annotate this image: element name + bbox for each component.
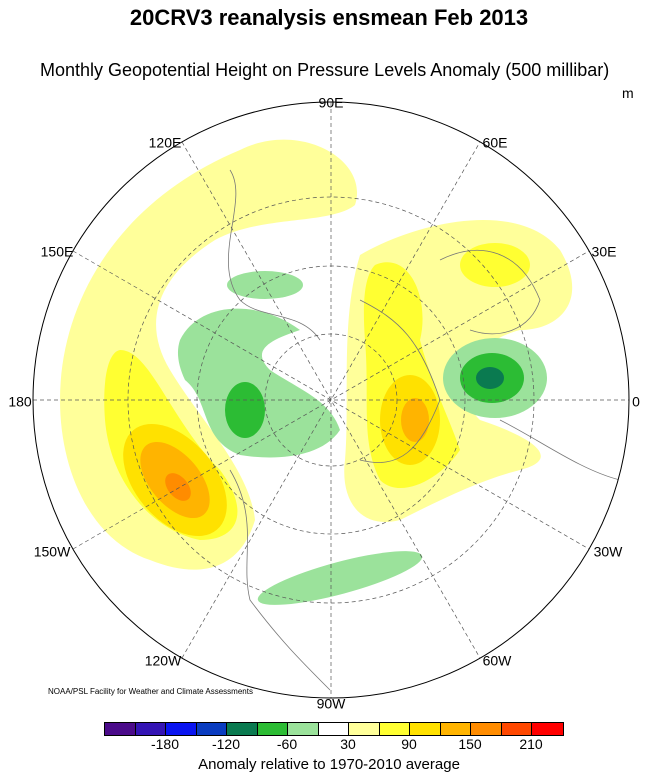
anomaly-europe-90 xyxy=(460,243,530,287)
lon-label-150w: 150W xyxy=(33,543,71,560)
anomaly-scandinavia-120 xyxy=(476,367,504,389)
colorbar-box xyxy=(257,723,288,735)
colorbar-box xyxy=(288,723,319,735)
units-label: m xyxy=(622,85,634,101)
colorbar-box xyxy=(318,723,349,735)
colorbar-tick-label: 90 xyxy=(401,736,417,752)
colorbar-box xyxy=(379,723,410,735)
anomaly-greenland-150 xyxy=(401,398,429,442)
negative-anomaly-us xyxy=(257,551,423,605)
lon-label-60e: 60E xyxy=(482,134,508,151)
lon-label-90w: 90W xyxy=(316,695,346,712)
colorbar-tick-label: 150 xyxy=(458,736,482,752)
figure-subtitle: Monthly Geopotential Height on Pressure … xyxy=(40,60,610,80)
lon-label-120e: 120E xyxy=(148,134,182,151)
negative-anomaly-canada xyxy=(177,308,340,458)
colorbar-box xyxy=(166,723,197,735)
colorbar-box xyxy=(105,723,136,735)
colorbar-tick-label: -180 xyxy=(150,736,180,752)
colorbar-tick-label: 210 xyxy=(519,736,543,752)
colorbar-box xyxy=(471,723,502,735)
lon-label-60w: 60W xyxy=(482,652,512,669)
colorbar-title: Anomaly relative to 1970-2010 average xyxy=(198,756,460,773)
lon-label-30e: 30E xyxy=(591,243,617,260)
map-border xyxy=(32,101,630,699)
lon-label-150e: 150E xyxy=(40,243,74,260)
colorbar xyxy=(104,722,564,736)
colorbar-box xyxy=(227,723,258,735)
lon-label-120w: 120W xyxy=(144,652,182,669)
colorbar-box xyxy=(135,723,166,735)
lon-label-30w: 30W xyxy=(593,543,623,560)
lon-label-0: 0 xyxy=(632,393,640,410)
credit-text: NOAA/PSL Facility for Weather and Climat… xyxy=(48,687,253,696)
colorbar-box xyxy=(501,723,532,735)
anomaly-field xyxy=(60,139,573,605)
lon-label-180: 180 xyxy=(8,393,32,410)
negative-anomaly-siberia xyxy=(227,271,303,299)
colorbar-box xyxy=(349,723,380,735)
colorbar-tick-label: -120 xyxy=(211,736,241,752)
colorbar-tick-label: 30 xyxy=(340,736,356,752)
anomaly-pacific-180 xyxy=(165,473,191,501)
graticule xyxy=(33,102,629,698)
lon-label-90e: 90E xyxy=(318,94,344,111)
colorbar-box xyxy=(410,723,441,735)
colorbar-box xyxy=(196,723,227,735)
colorbar-box xyxy=(440,723,471,735)
figure-title: 20CRV3 reanalysis ensmean Feb 2013 xyxy=(129,5,529,30)
colorbar-box xyxy=(532,723,563,735)
colorbar-tick-label: -60 xyxy=(276,736,298,752)
anomaly-canada-60 xyxy=(225,382,265,438)
